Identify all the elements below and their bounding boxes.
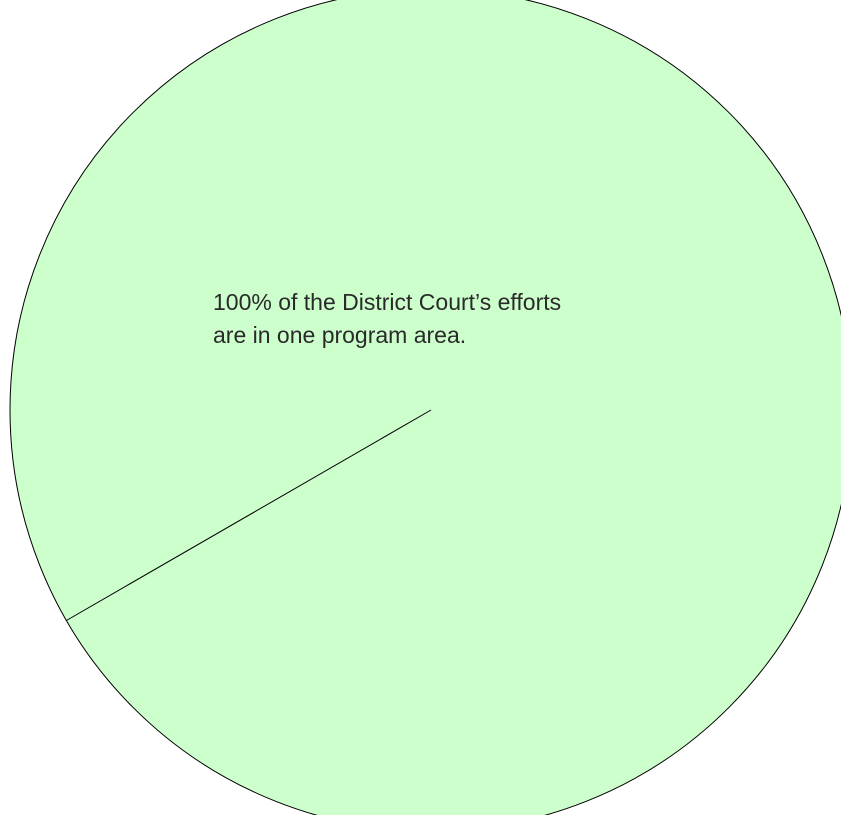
slice-boundary-line xyxy=(66,409,432,621)
pie-slice xyxy=(9,0,841,815)
pie-slices xyxy=(9,0,841,815)
annotation-line-1: 100% of the District Court’s efforts xyxy=(213,289,562,315)
chart-annotation: 100% of the District Court’s efforts are… xyxy=(213,286,733,352)
annotation-line-2: are in one program area. xyxy=(213,322,467,348)
